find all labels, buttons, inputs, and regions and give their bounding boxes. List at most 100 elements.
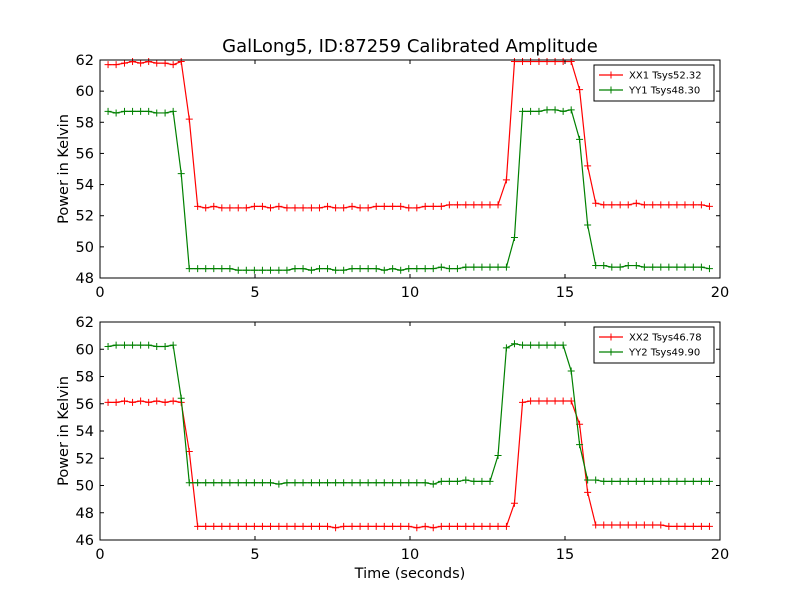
data-point-marker xyxy=(527,341,535,349)
data-point-marker xyxy=(584,488,592,496)
data-point-marker xyxy=(429,524,437,532)
y-tick-label: 58 xyxy=(76,370,94,386)
data-point-marker xyxy=(519,341,527,349)
data-point-marker xyxy=(275,266,283,274)
data-point-marker xyxy=(356,479,364,487)
data-point-marker xyxy=(559,341,567,349)
data-point-marker xyxy=(705,202,713,210)
data-point-marker xyxy=(234,522,242,530)
data-point-marker xyxy=(600,477,608,485)
data-point-marker xyxy=(470,522,478,530)
legend-label: YY2 Tsys49.90 xyxy=(628,348,700,359)
data-point-marker xyxy=(332,266,340,274)
y-axis-label: Power in Kelvin xyxy=(56,114,72,224)
data-point-marker xyxy=(324,202,332,210)
data-point-marker xyxy=(250,202,258,210)
data-point-marker xyxy=(210,202,218,210)
data-point-marker xyxy=(397,266,405,274)
data-point-marker xyxy=(112,109,120,117)
data-point-marker xyxy=(665,263,673,271)
data-point-marker xyxy=(389,265,397,273)
x-tick-label: 5 xyxy=(250,285,259,301)
data-point-marker xyxy=(250,479,258,487)
data-point-marker xyxy=(551,397,559,405)
data-point-marker xyxy=(356,265,364,273)
data-point-marker xyxy=(640,521,648,529)
data-point-marker xyxy=(169,397,177,405)
data-point-marker xyxy=(210,479,218,487)
data-point-marker xyxy=(567,367,575,375)
data-point-marker xyxy=(226,204,234,212)
data-point-marker xyxy=(421,479,429,487)
data-point-marker xyxy=(161,398,169,406)
data-point-marker xyxy=(129,107,137,115)
data-point-marker xyxy=(348,522,356,530)
data-point-marker xyxy=(673,522,681,530)
data-point-marker xyxy=(576,135,584,143)
y-tick-label: 58 xyxy=(76,115,94,131)
data-point-marker xyxy=(307,204,315,212)
data-point-marker xyxy=(202,265,210,273)
data-point-marker xyxy=(307,266,315,274)
data-point-marker xyxy=(372,265,380,273)
data-point-marker xyxy=(120,107,128,115)
data-point-marker xyxy=(689,477,697,485)
data-point-marker xyxy=(632,199,640,207)
data-point-marker xyxy=(348,202,356,210)
data-point-marker xyxy=(202,204,210,212)
data-point-marker xyxy=(291,479,299,487)
data-point-marker xyxy=(380,479,388,487)
data-point-marker xyxy=(185,265,193,273)
data-point-marker xyxy=(632,477,640,485)
data-point-marker xyxy=(567,58,575,66)
data-point-marker xyxy=(624,521,632,529)
data-point-marker xyxy=(104,398,112,406)
data-point-marker xyxy=(592,521,600,529)
data-point-marker xyxy=(429,265,437,273)
data-point-marker xyxy=(129,398,137,406)
data-point-marker xyxy=(194,479,202,487)
data-point-marker xyxy=(315,479,323,487)
data-point-marker xyxy=(340,204,348,212)
data-point-marker xyxy=(161,59,169,67)
data-point-marker xyxy=(405,265,413,273)
data-point-marker xyxy=(657,521,665,529)
data-point-marker xyxy=(185,447,193,455)
data-point-marker xyxy=(356,522,364,530)
data-point-marker xyxy=(584,221,592,229)
data-point-marker xyxy=(421,522,429,530)
data-point-marker xyxy=(429,202,437,210)
data-point-marker xyxy=(576,86,584,94)
y-tick-label: 52 xyxy=(76,209,94,225)
data-point-marker xyxy=(153,109,161,117)
data-point-marker xyxy=(356,204,364,212)
data-point-marker xyxy=(437,263,445,271)
data-point-marker xyxy=(120,341,128,349)
data-point-marker xyxy=(510,499,518,507)
data-point-marker xyxy=(624,262,632,270)
data-point-marker xyxy=(470,263,478,271)
data-point-marker xyxy=(275,480,283,488)
data-point-marker xyxy=(616,201,624,209)
data-point-marker xyxy=(624,477,632,485)
data-point-marker xyxy=(616,477,624,485)
data-point-marker xyxy=(258,522,266,530)
data-point-marker xyxy=(657,263,665,271)
data-point-marker xyxy=(567,106,575,114)
legend-box xyxy=(593,64,715,102)
data-point-marker xyxy=(665,522,673,530)
data-point-marker xyxy=(332,479,340,487)
data-point-marker xyxy=(665,201,673,209)
data-point-marker xyxy=(202,522,210,530)
data-point-marker xyxy=(519,58,527,66)
data-point-marker xyxy=(478,522,486,530)
y-tick-label: 62 xyxy=(76,315,94,331)
legend-label: XX1 Tsys52.32 xyxy=(629,71,702,82)
data-point-marker xyxy=(372,202,380,210)
data-point-marker xyxy=(267,204,274,212)
data-point-marker xyxy=(226,479,234,487)
legend: XX2 Tsys46.78 YY2 Tsys49.90 xyxy=(593,326,715,364)
data-point-marker xyxy=(242,522,250,530)
data-point-marker xyxy=(153,397,161,405)
